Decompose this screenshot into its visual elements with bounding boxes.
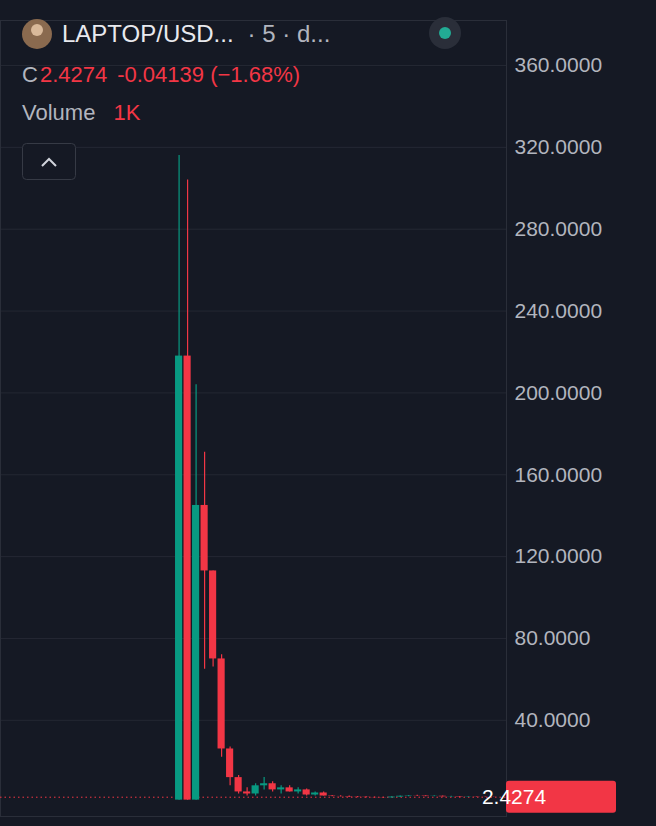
svg-text:80.0000: 80.0000 [515,626,591,649]
svg-text:160.0000: 160.0000 [515,462,603,485]
html-text:-0.04139 (−1.68%): -0.04139 (−1.68%) [117,62,300,87]
svg-text:360.0000: 360.0000 [515,53,603,76]
html-text:C 2.4274: C 2.4274 [22,62,108,87]
svg-text:280.0000: 280.0000 [515,217,603,240]
html-text:· 5 · d...: · 5 · d... [247,20,331,47]
svg-text:200.0000: 200.0000 [515,381,603,404]
svg-text:120.0000: 120.0000 [515,544,603,567]
html-text:1K: 1K [113,100,141,125]
html-text:LAPTOP/USD...: LAPTOP/USD... [62,20,234,47]
svg-text:320.0000: 320.0000 [515,135,603,158]
svg-text:40.0000: 40.0000 [515,708,591,731]
svg-text:240.0000: 240.0000 [515,299,603,322]
html-text:Volume: Volume [22,100,96,125]
svg-text:2.4274: 2.4274 [482,785,547,808]
